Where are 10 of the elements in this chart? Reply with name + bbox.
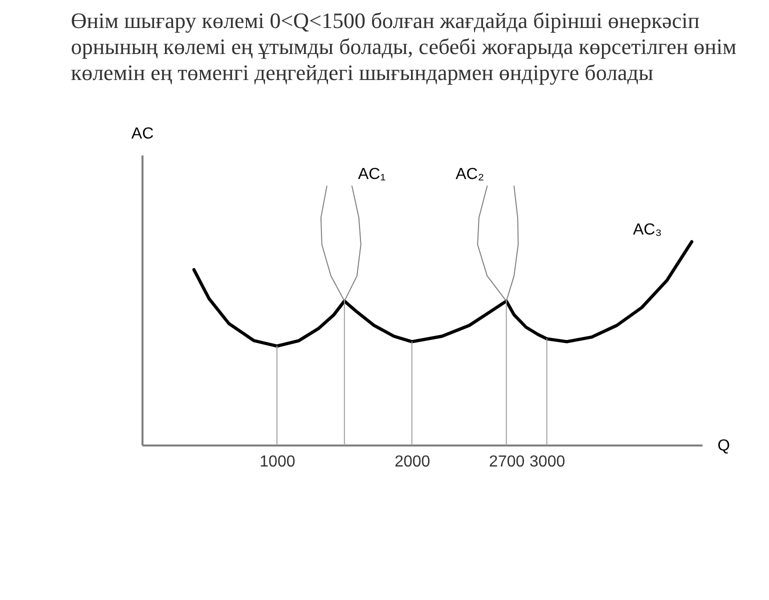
x-tick-label: 2000: [394, 454, 430, 470]
x-axis-title: Q: [718, 438, 730, 454]
x-tick-label: 3000: [530, 454, 566, 470]
y-axis-title: AC: [131, 126, 154, 142]
x-tick-label: 2700: [489, 454, 525, 470]
x-tick-label: 1000: [260, 454, 296, 470]
series-label: AC₃: [632, 222, 662, 239]
series-label: AC₂: [456, 166, 484, 184]
chart-title: Өнім шығару көлемі 0<Q<1500 болған жағдайда бірінші өнеркәсіп орнының көлемі ең ұтымды болады, себебі жоғарыда көрсетілген өнім көлемін ең төменгі деңгейдегі шығындармен өндіруге болады: [70, 8, 736, 85]
series-label: AC₁: [358, 166, 386, 184]
